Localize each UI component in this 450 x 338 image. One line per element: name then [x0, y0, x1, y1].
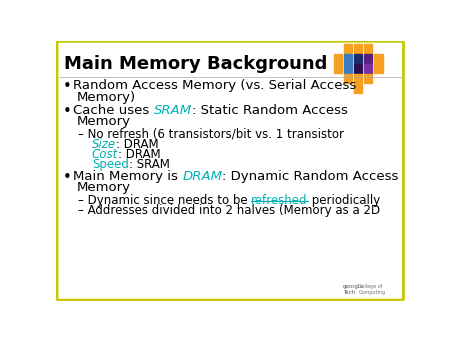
Text: Size: Size: [92, 138, 116, 151]
Text: – No refresh (6 transistors/bit vs. 1 transistor: – No refresh (6 transistors/bit vs. 1 tr…: [78, 127, 344, 141]
FancyBboxPatch shape: [57, 41, 404, 300]
Text: : SRAM: : SRAM: [129, 158, 170, 171]
Text: •: •: [63, 79, 71, 94]
Text: refreshed: refreshed: [251, 194, 308, 207]
Bar: [364, 65, 373, 73]
Text: DRAM: DRAM: [182, 170, 222, 183]
Text: Main Memory Background: Main Memory Background: [64, 55, 328, 73]
Text: Memory: Memory: [76, 182, 130, 194]
Text: •: •: [63, 170, 71, 185]
Bar: [364, 44, 373, 53]
Text: •: •: [63, 104, 71, 119]
Text: : DRAM: : DRAM: [118, 148, 161, 161]
Text: Random Access Memory (vs. Serial Access: Random Access Memory (vs. Serial Access: [73, 79, 356, 92]
Text: : Dynamic Random Access: : Dynamic Random Access: [222, 170, 399, 183]
Bar: [354, 54, 362, 63]
Bar: [354, 65, 362, 73]
Bar: [344, 74, 352, 83]
Bar: [374, 65, 382, 73]
Bar: [344, 65, 352, 73]
Bar: [334, 54, 342, 63]
Bar: [354, 44, 362, 53]
Text: – Addresses divided into 2 halves (Memory as a 2D: – Addresses divided into 2 halves (Memor…: [78, 204, 380, 217]
Text: periodically: periodically: [308, 194, 380, 207]
Text: College of
Computing: College of Computing: [359, 284, 386, 295]
Text: georgia
Tech: georgia Tech: [343, 284, 364, 295]
Bar: [354, 74, 362, 83]
Text: – Dynamic since needs to be: – Dynamic since needs to be: [78, 194, 251, 207]
Text: Memory): Memory): [76, 91, 135, 104]
Bar: [334, 65, 342, 73]
Text: : Static Random Access: : Static Random Access: [192, 104, 348, 117]
Text: Cost: Cost: [92, 148, 118, 161]
Text: Speed: Speed: [92, 158, 129, 171]
Text: : DRAM: : DRAM: [116, 138, 159, 151]
Text: SRAM: SRAM: [154, 104, 192, 117]
Bar: [364, 54, 373, 63]
Bar: [374, 54, 382, 63]
Bar: [354, 84, 362, 93]
Text: Memory: Memory: [76, 115, 130, 128]
Text: Cache uses: Cache uses: [73, 104, 154, 117]
Bar: [364, 74, 373, 83]
Bar: [344, 54, 352, 63]
Bar: [344, 44, 352, 53]
Text: Main Memory is: Main Memory is: [73, 170, 182, 183]
